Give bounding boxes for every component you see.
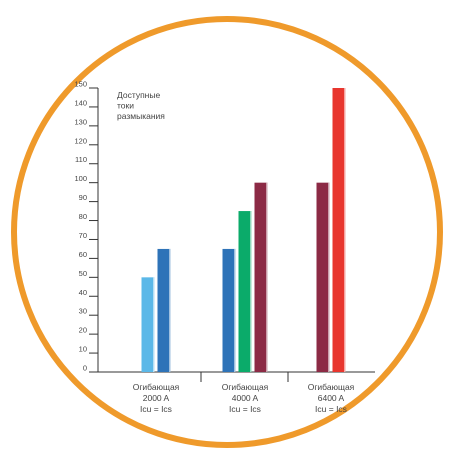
- bar-highlight: [153, 277, 155, 372]
- y-tick-label: 80: [79, 212, 87, 221]
- bar: [157, 248, 171, 372]
- y-axis-label-line: размыкания: [117, 111, 165, 121]
- bar-highlight: [344, 88, 346, 372]
- y-tick-label: 140: [74, 98, 87, 107]
- y-tick-label: 60: [79, 250, 87, 259]
- bar: [238, 211, 252, 372]
- y-tick-label: 90: [79, 193, 87, 202]
- category-label-line: Icu = Ics: [315, 404, 347, 414]
- category-label-line: 6400 A: [318, 393, 345, 403]
- y-tick-label: 50: [79, 269, 87, 278]
- bar: [141, 277, 155, 372]
- y-tick-label: 20: [79, 326, 87, 335]
- bar-highlight: [250, 211, 252, 372]
- bar: [222, 248, 236, 372]
- bars: [141, 88, 346, 372]
- y-tick-label: 150: [74, 80, 87, 89]
- bar-highlight: [328, 182, 330, 372]
- bar: [332, 88, 346, 372]
- y-tick-label: 30: [79, 307, 87, 316]
- bar-highlight: [234, 248, 236, 372]
- category-label-line: 2000 A: [143, 393, 170, 403]
- y-tick-label: 70: [79, 231, 87, 240]
- y-tick-label: 0: [83, 364, 87, 373]
- x-category-separators: [200, 372, 289, 382]
- y-axis-label-line: токи: [117, 101, 134, 111]
- y-axis-label-line: Доступные: [117, 90, 160, 100]
- bar-highlight: [169, 248, 171, 372]
- category-label-line: Icu = Ics: [140, 404, 172, 414]
- category-label-line: Icu = Ics: [229, 404, 261, 414]
- category-label-line: Огибающая: [133, 382, 180, 392]
- bar: [254, 182, 268, 372]
- y-tick-label: 130: [74, 117, 87, 126]
- y-tick-label: 110: [75, 155, 87, 164]
- y-tick-label: 10: [79, 345, 87, 354]
- y-ticks: 0 10 20 30 40 50 60 70 80 90 100 110 120 130 140 150: [74, 80, 98, 373]
- category-label-line: 4000 A: [232, 393, 259, 403]
- bar: [316, 182, 330, 372]
- y-tick-label: 100: [74, 174, 87, 183]
- y-tick-label: 120: [74, 136, 87, 145]
- bar-highlight: [266, 182, 268, 372]
- y-tick-label: 40: [79, 288, 87, 297]
- category-label-line: Огибающая: [222, 382, 269, 392]
- category-label-line: Огибающая: [308, 382, 355, 392]
